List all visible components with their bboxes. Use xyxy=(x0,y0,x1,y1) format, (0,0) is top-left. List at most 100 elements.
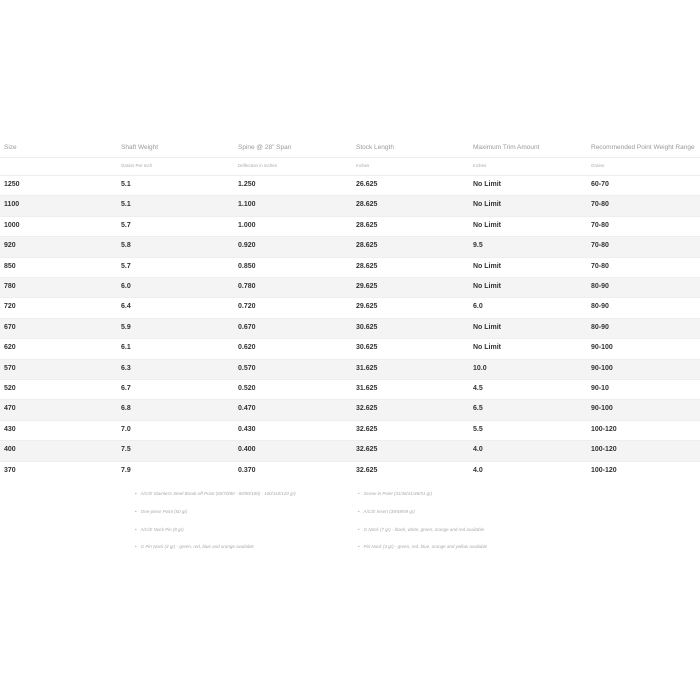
table-cell: 520 xyxy=(4,385,16,392)
table-cell: 7.9 xyxy=(121,466,131,474)
table-cell: 0.780 xyxy=(238,283,256,290)
table-cell: 0.470 xyxy=(238,405,256,413)
column-unit: Inches xyxy=(473,163,487,168)
table-cell: 100-120 xyxy=(591,446,617,454)
table-cell: 5.1 xyxy=(121,201,131,209)
table-cell: 90-100 xyxy=(591,344,613,352)
table-cell: 5.7 xyxy=(121,262,131,270)
table-row xyxy=(0,317,700,339)
table-cell: 0.400 xyxy=(238,446,256,454)
table-cell: 100-120 xyxy=(591,425,617,433)
table-cell: 0.920 xyxy=(238,242,256,250)
table-row xyxy=(0,175,700,196)
table-cell: 70-80 xyxy=(591,201,609,209)
table-cell: 6.3 xyxy=(121,364,131,372)
table-cell: 670 xyxy=(4,323,16,331)
note-item: G Pin Nock (4 gr) - green, red, blue and… xyxy=(135,544,254,549)
table-cell: 5.9 xyxy=(121,323,131,331)
column-unit: Grains xyxy=(591,163,605,168)
note-item: A/C/E Nock Pin (8 gr) xyxy=(135,527,184,532)
table-cell: 90-100 xyxy=(591,405,613,413)
column-unit: Deflection in inches xyxy=(238,163,278,168)
table-cell: 31.625 xyxy=(356,385,378,392)
table-cell: No Limit xyxy=(473,181,501,188)
table-cell: 31.625 xyxy=(356,364,378,372)
table-cell: 28.625 xyxy=(356,201,378,209)
table-cell: 0.430 xyxy=(238,425,256,433)
note-item: A/C/E Stainless Steel Break-off Point (6… xyxy=(135,491,296,496)
table-cell: 32.625 xyxy=(356,466,378,474)
table-cell: 7.0 xyxy=(121,425,131,433)
column-header: Stock Length xyxy=(356,144,394,151)
table-cell: 4.5 xyxy=(473,385,483,392)
table-cell: 7.5 xyxy=(121,446,131,454)
table-cell: 29.625 xyxy=(356,283,378,290)
table-row xyxy=(0,379,700,400)
table-cell: 370 xyxy=(4,466,16,474)
table-cell: 60-70 xyxy=(591,181,609,188)
table-row xyxy=(0,440,700,462)
table-cell: 100-120 xyxy=(591,466,617,474)
table-cell: No Limit xyxy=(473,283,501,290)
table-cell: 29.625 xyxy=(356,303,378,311)
table-cell: 0.620 xyxy=(238,344,256,352)
note-item: Screw-in Point (31/36/41/46/51 gr) xyxy=(358,491,433,496)
table-row xyxy=(0,358,700,380)
table-row xyxy=(0,277,700,298)
table-cell: 0.850 xyxy=(238,262,256,270)
table-row xyxy=(0,338,700,360)
table-cell: 5.5 xyxy=(473,425,483,433)
note-item: One-piece Point (50 gr) xyxy=(135,509,188,514)
table-cell: 6.4 xyxy=(121,303,131,311)
table-cell: 1.250 xyxy=(238,181,256,188)
table-cell: 28.625 xyxy=(356,221,378,229)
table-cell: 80-90 xyxy=(591,323,609,331)
table-cell: 780 xyxy=(4,283,16,290)
table-cell: 0.370 xyxy=(238,466,256,474)
table-cell: 620 xyxy=(4,344,16,352)
table-row xyxy=(0,195,700,217)
table-cell: 400 xyxy=(4,446,16,454)
table-cell: 28.625 xyxy=(356,242,378,250)
table-cell: No Limit xyxy=(473,262,501,270)
table-cell: No Limit xyxy=(473,221,501,229)
table-row xyxy=(0,236,700,258)
table-cell: 1.000 xyxy=(238,221,256,229)
table-cell: 4.0 xyxy=(473,446,483,454)
table-cell: 1100 xyxy=(4,201,20,209)
note-item: Pin Nock (3 gr) - green, red, blue, oran… xyxy=(358,544,488,549)
table-cell: 5.7 xyxy=(121,221,131,229)
table-cell: 6.7 xyxy=(121,385,131,392)
table-row xyxy=(0,460,700,482)
table-cell: 70-80 xyxy=(591,242,609,250)
column-header: Shaft Weight xyxy=(121,144,159,151)
header-rule xyxy=(0,157,700,178)
table-cell: 0.720 xyxy=(238,303,256,311)
column-header: Size xyxy=(4,144,17,151)
table-cell: 30.625 xyxy=(356,323,378,331)
table-cell: 1000 xyxy=(4,221,20,229)
table-cell: No Limit xyxy=(473,201,501,209)
column-header: Recommended Point Weight Range xyxy=(591,144,695,151)
table-cell: 0.520 xyxy=(238,385,256,392)
table-cell: 26.625 xyxy=(356,181,378,188)
table-cell: 570 xyxy=(4,364,16,372)
note-item: G Nock (7 gr) - black, white, green, ora… xyxy=(358,527,485,532)
table-cell: 90-10 xyxy=(591,385,609,392)
table-cell: 10.0 xyxy=(473,364,487,372)
table-cell: 1250 xyxy=(4,181,20,188)
table-cell: 850 xyxy=(4,262,16,270)
table-cell: 5.8 xyxy=(121,242,131,250)
table-row xyxy=(0,399,700,421)
table-cell: 80-90 xyxy=(591,283,609,290)
table-cell: 4.0 xyxy=(473,466,483,474)
table-cell: 6.1 xyxy=(121,344,131,352)
table-cell: 32.625 xyxy=(356,446,378,454)
table-cell: 6.0 xyxy=(121,283,131,290)
table-cell: No Limit xyxy=(473,344,501,352)
table-cell: No Limit xyxy=(473,323,501,331)
note-item: A/C/E Insert (39/49/59 gr) xyxy=(358,509,415,514)
table-cell: 32.625 xyxy=(356,405,378,413)
table-cell: 70-80 xyxy=(591,262,609,270)
